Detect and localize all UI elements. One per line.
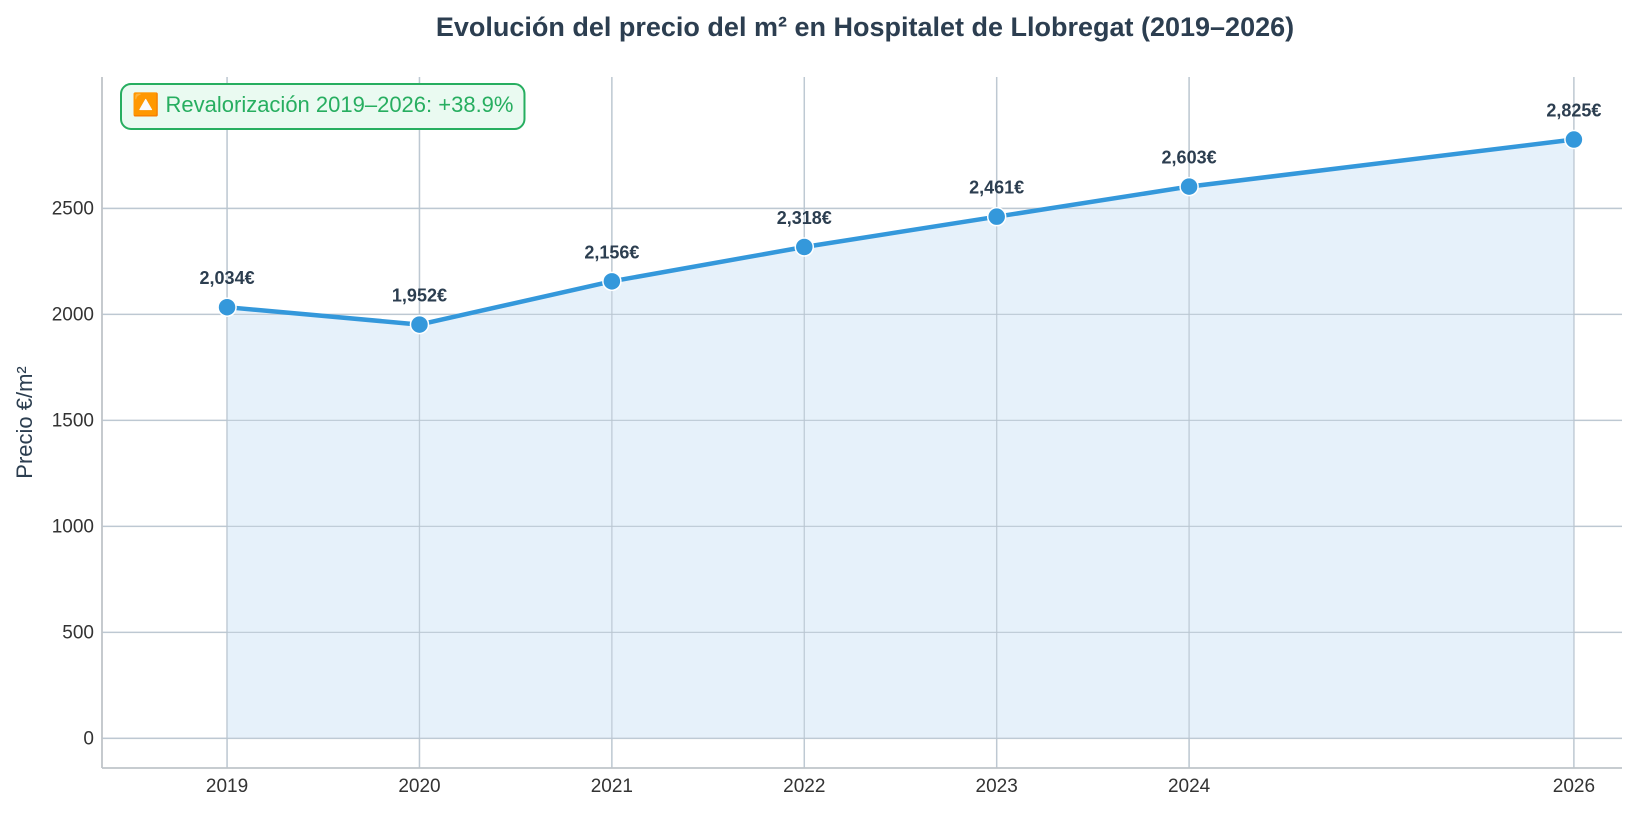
area-fill [227, 139, 1574, 739]
data-label: 2,603€ [1162, 148, 1217, 168]
x-tick-label: 2020 [398, 776, 440, 797]
x-tick-label: 2023 [976, 776, 1018, 797]
x-tick-label: 2019 [206, 776, 248, 797]
data-point [1564, 129, 1584, 150]
data-label: 2,825€ [1546, 101, 1601, 121]
tick-label-layer: 0 500 1000 1500 2000 2500 2019 2020 2021 2022 2023… [52, 198, 1595, 797]
data-point [1179, 176, 1199, 197]
y-tick-label: 2000 [52, 304, 94, 325]
y-tick-label: 500 [62, 622, 94, 643]
annotation-background [120, 83, 526, 130]
data-point [602, 271, 622, 292]
data-label: 2,034€ [200, 268, 255, 288]
x-tick-label: 2021 [591, 776, 633, 797]
data-label: 2,461€ [969, 178, 1024, 198]
data-label: 2,156€ [584, 242, 639, 262]
data-label: 2,318€ [777, 208, 832, 228]
chart-title: Evolución del precio del m² en Hospitale… [436, 12, 1294, 42]
area-layer [102, 77, 1622, 768]
x-tick-label: 2024 [1168, 776, 1211, 797]
annotation-text: 🔼 Revalorización 2019–2026: +38.9% [132, 92, 513, 117]
annotation-box: 🔼 Revalorización 2019–2026: +38.9% [120, 83, 526, 130]
x-tick-label: 2026 [1553, 776, 1595, 797]
y-axis-label: Precio €/m² [12, 366, 37, 478]
y-tick-label: 0 [83, 728, 94, 749]
y-tick-label: 1000 [52, 516, 94, 537]
data-point [409, 314, 430, 335]
axes-layer [101, 77, 1622, 769]
data-point [217, 297, 237, 317]
y-tick-label: 2500 [52, 198, 94, 219]
data-point [986, 206, 1007, 227]
x-tick-label: 2022 [783, 776, 825, 797]
data-label-layer: 2,034€ 1,952€ 2,156€ 2,318€ 2,461€ 2,603€ 2,82… [200, 101, 1602, 306]
data-label: 1,952€ [392, 286, 447, 306]
data-point [794, 237, 815, 257]
y-tick-label: 1500 [52, 410, 94, 431]
series-layer [217, 129, 1584, 335]
